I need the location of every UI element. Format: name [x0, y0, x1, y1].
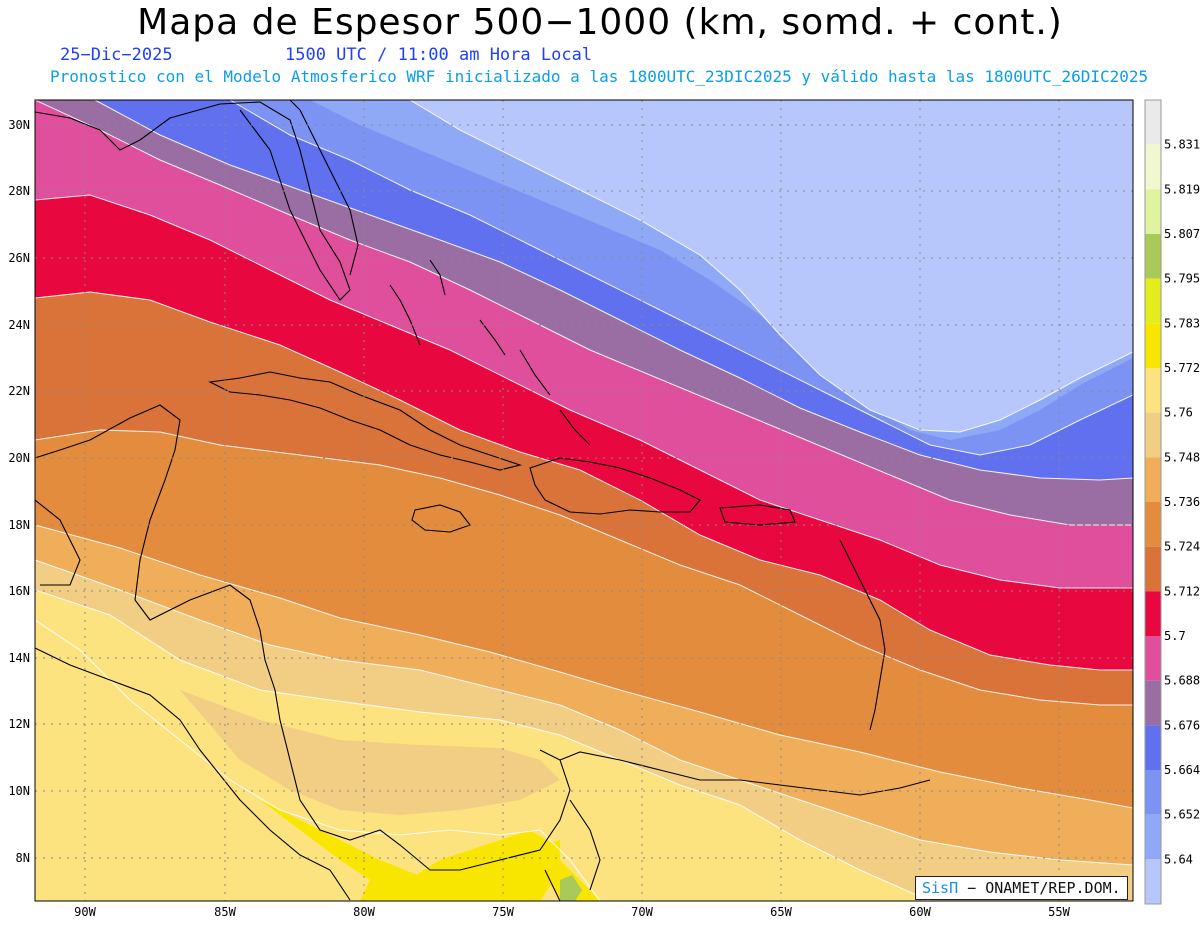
lat-tick: 10N — [8, 784, 30, 798]
contour-lines — [35, 100, 1133, 901]
legend-swatch — [1145, 323, 1161, 368]
lon-axis: 90W 85W 80W 75W 70W 65W 60W 55W — [74, 905, 1070, 919]
legend-swatch — [1145, 770, 1161, 815]
band-5-76-s — [560, 770, 750, 901]
legend-swatch — [1145, 368, 1161, 413]
coast-south-america — [544, 751, 931, 901]
lon-tick: 75W — [492, 905, 514, 919]
lon-tick: 90W — [74, 905, 96, 919]
coast-lesser-antilles — [839, 539, 886, 731]
legend-swatch — [1145, 546, 1161, 592]
lat-tick: 22N — [8, 384, 30, 398]
lat-axis: 30N 28N 26N 24N 22N 20N 18N 16N 14N 12N … — [8, 118, 30, 865]
lat-tick: 16N — [8, 584, 30, 598]
band-5-628 — [410, 100, 1133, 432]
coast-jamaica — [411, 504, 471, 533]
lon-tick: 60W — [909, 905, 931, 919]
coast-hispaniola — [529, 457, 701, 515]
lon-tick: 85W — [214, 905, 236, 919]
legend-label: 5.76 — [1164, 406, 1193, 420]
legend-swatch — [1145, 636, 1161, 681]
legend-label: 5.831 — [1164, 138, 1200, 152]
legend-label: 5.736 — [1164, 495, 1200, 509]
legend-swatch — [1145, 725, 1161, 770]
legend-swatch — [1145, 100, 1161, 145]
lon-tick: 70W — [631, 905, 653, 919]
plot-frame — [34, 99, 1134, 902]
legend-label: 5.712 — [1164, 584, 1200, 598]
lat-tick: 30N — [8, 118, 30, 132]
map-title: Mapa de Espesor 500−1000 (km, somd. + co… — [137, 2, 1063, 43]
legend-swatch — [1145, 814, 1161, 860]
legend-swatch — [1145, 591, 1161, 636]
legend-swatch — [1145, 680, 1161, 726]
legend-label: 5.676 — [1164, 718, 1200, 732]
lon-tick: 65W — [770, 905, 792, 919]
forecast-time: 1500 UTC / 11:00 am Hora Local — [285, 45, 593, 65]
lon-tick: 55W — [1048, 905, 1070, 919]
lat-tick: 20N — [8, 451, 30, 465]
lat-tick: 26N — [8, 251, 30, 265]
legend-swatch — [1145, 502, 1161, 547]
band-5-795-sw — [560, 875, 582, 901]
coast-gulf-florida — [35, 100, 359, 301]
legend-label: 5.7 — [1164, 629, 1186, 643]
legend-frame — [1144, 99, 1162, 905]
lon-tick: 80W — [353, 905, 375, 919]
coastlines — [35, 100, 931, 901]
legend-label: 5.772 — [1164, 361, 1200, 375]
forecast-subtitle: Pronostico con el Modelo Atmosferico WRF… — [50, 67, 1149, 86]
lat-tick: 24N — [8, 318, 30, 332]
legend-label: 5.783 — [1164, 316, 1200, 330]
color-legend: 5.831 5.819 5.807 5.795 5.783 5.772 5.76 5.748 5… — [1144, 99, 1200, 905]
band-5-76-sw — [35, 620, 600, 901]
forecast-date: 25−Dic−2025 — [60, 45, 173, 65]
lat-tick: 12N — [8, 717, 30, 731]
legend-label: 5.724 — [1164, 540, 1200, 554]
coast-bahamas — [389, 259, 591, 446]
legend-label: 5.652 — [1164, 808, 1200, 822]
band-5-748-sw2 — [180, 690, 560, 815]
lat-tick: 8N — [16, 851, 30, 865]
legend-swatch — [1145, 278, 1161, 324]
legend-label: 5.807 — [1164, 227, 1200, 241]
credit-box: SisΠ − ONAMET/REP.DOM. — [915, 876, 1128, 900]
legend-label: 5.664 — [1164, 763, 1200, 777]
legend-label: 5.748 — [1164, 450, 1200, 464]
legend-swatch — [1145, 412, 1161, 458]
coast-puerto-rico — [719, 504, 796, 526]
coast-yucatan-central-america — [35, 404, 571, 901]
gridlines — [35, 100, 1133, 901]
legend-swatch — [1145, 189, 1161, 234]
sispi-logo-text: SisΠ — [922, 879, 959, 897]
coast-cuba — [208, 371, 522, 471]
lat-tick: 14N — [8, 651, 30, 665]
thickness-field — [35, 100, 1133, 901]
lat-tick: 28N — [8, 184, 30, 198]
legend-label: 5.64 — [1164, 852, 1193, 866]
legend-label: 5.819 — [1164, 182, 1200, 196]
legend-label: 5.795 — [1164, 272, 1200, 286]
legend-swatch — [1145, 859, 1161, 904]
legend-swatch — [1145, 457, 1161, 502]
lat-tick: 18N — [8, 518, 30, 532]
legend-label: 5.688 — [1164, 674, 1200, 688]
thickness-map: 30N 28N 26N 24N 22N 20N 18N 16N 14N 12N … — [8, 99, 1200, 919]
credit-text: − ONAMET/REP.DOM. — [958, 879, 1121, 897]
legend-swatch — [1145, 234, 1161, 279]
legend-swatch — [1145, 144, 1161, 190]
